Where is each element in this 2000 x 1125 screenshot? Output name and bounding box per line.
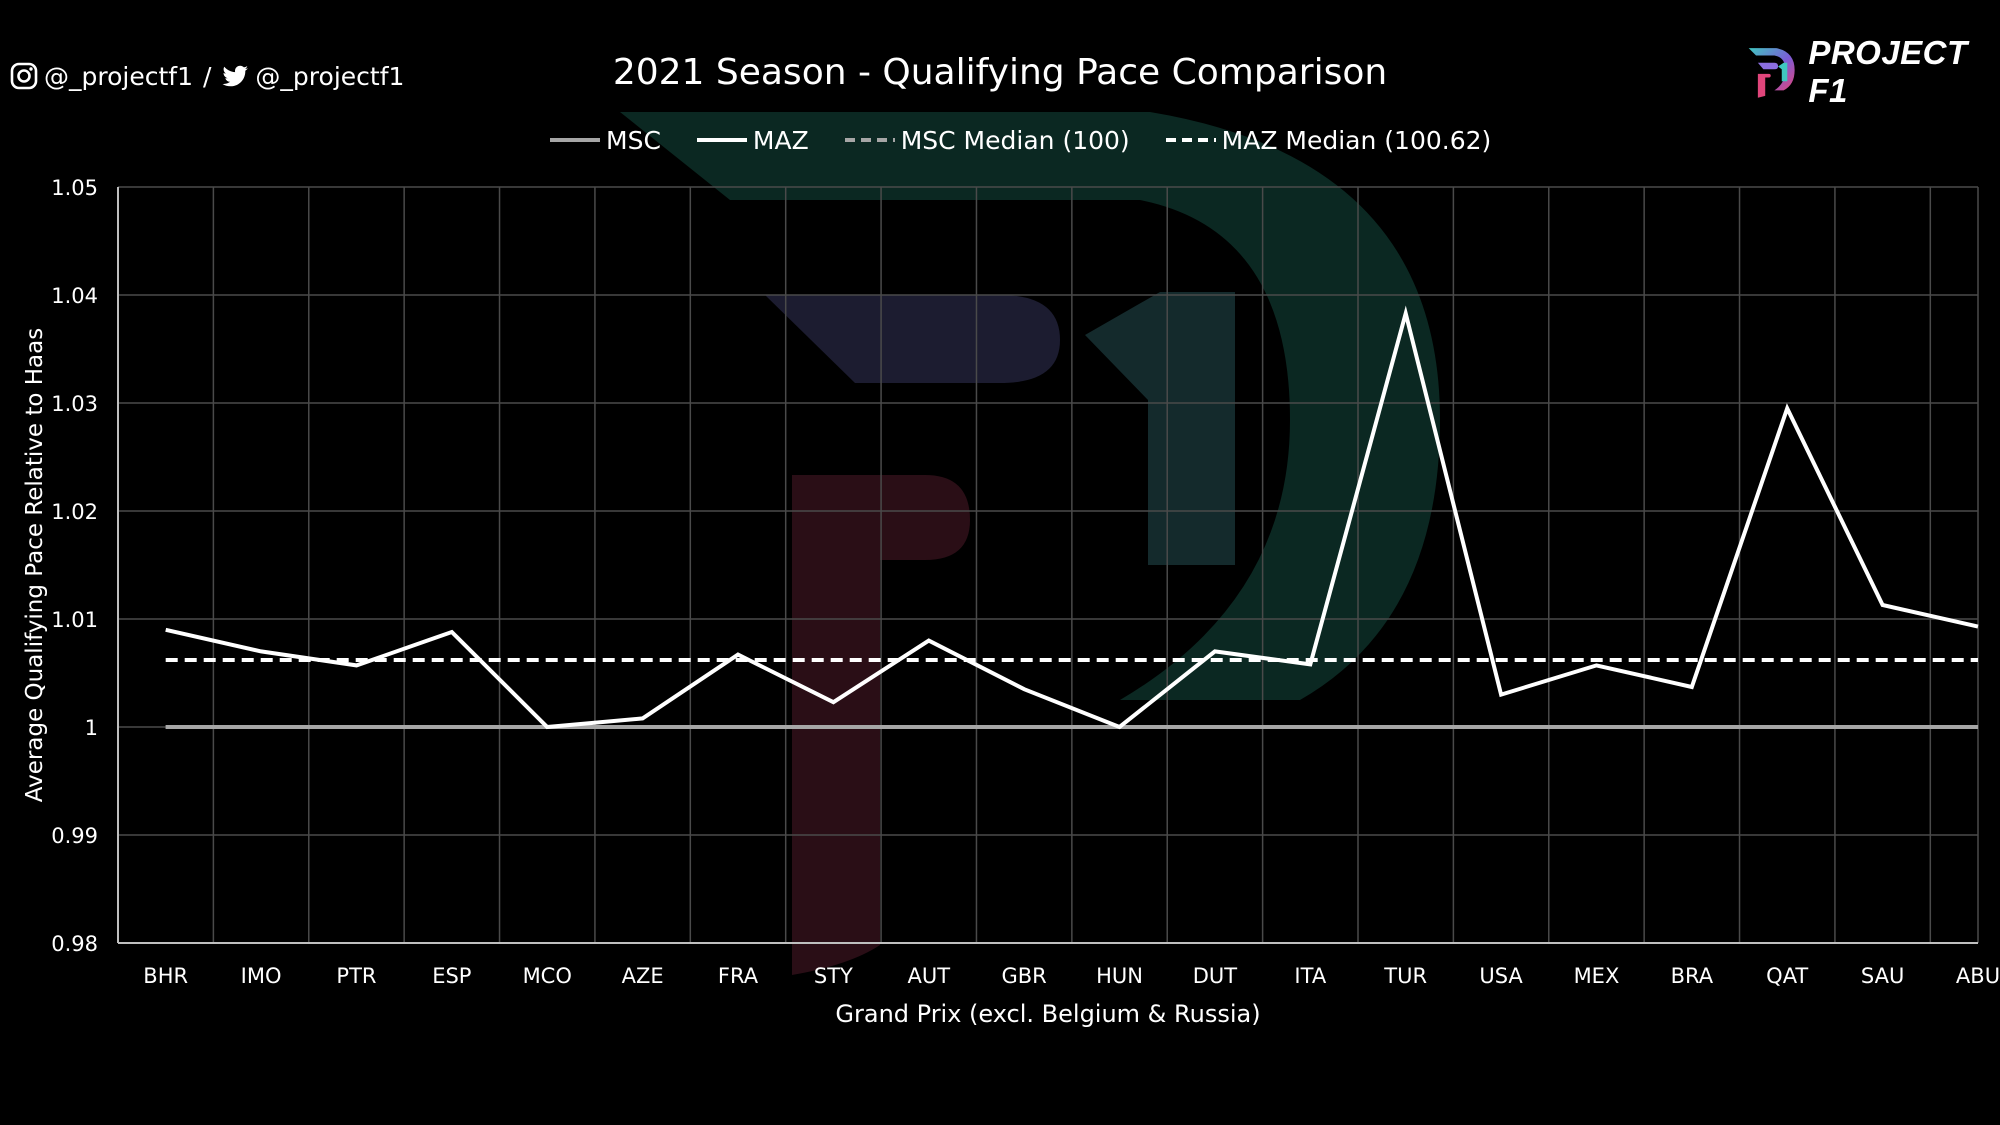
- x-tick-label: HUN: [1096, 964, 1143, 988]
- watermark-one: [1085, 292, 1235, 565]
- y-axis-label: Average Qualifying Pace Relative to Haas: [22, 328, 48, 802]
- watermark-d-shape: [620, 112, 1440, 700]
- project-f1-logo: PROJECT F1: [1745, 34, 2000, 109]
- y-tick-label: 1.03: [51, 392, 98, 416]
- x-tick-label: ABU: [1956, 964, 2000, 988]
- y-tick-label: 1.04: [51, 284, 98, 308]
- legend-label-maz: MAZ: [752, 125, 809, 155]
- x-tick-label: QAT: [1766, 964, 1808, 988]
- y-tick-labels: 0.98 0.99 1 1.01 1.02 1.03 1.04 1.05: [51, 176, 98, 956]
- twitter-handle: @_projectf1: [255, 61, 405, 91]
- project-f1-logo-icon: [1748, 48, 1795, 98]
- legend-item-maz-median: MAZ Median (100.62): [1164, 125, 1492, 155]
- legend: MSC MAZ MSC Median (100) MAZ Median (100…: [548, 120, 1491, 160]
- watermark-f-top: [765, 295, 1060, 383]
- x-tick-label: TUR: [1383, 964, 1427, 988]
- social-handles: @_projectf1 / @_projectf1: [10, 56, 404, 96]
- x-tick-label: BRA: [1671, 964, 1714, 988]
- x-tick-labels: BHR IMO PTR ESP MCO AZE FRA STY AUT GBR HUN DUT ITA T…: [143, 964, 2000, 988]
- series-line-maz: [165, 305, 1979, 730]
- x-tick-label: STY: [814, 964, 853, 988]
- y-tick-label: 0.99: [51, 824, 98, 848]
- x-tick-label: PTR: [336, 964, 376, 988]
- x-axis-label: Grand Prix (excl. Belgium & Russia): [835, 1000, 1260, 1028]
- handle-separator: /: [202, 61, 212, 91]
- twitter-icon: [222, 65, 249, 87]
- y-tick-label: 1.01: [51, 608, 98, 632]
- x-tick-label: USA: [1479, 964, 1523, 988]
- y-tick-label: 1.05: [51, 176, 98, 200]
- logo-text: PROJECT F1: [1808, 34, 1968, 109]
- x-tick-label: ITA: [1294, 964, 1326, 988]
- x-tick-label: AUT: [907, 964, 950, 988]
- x-tick-label: IMO: [241, 964, 282, 988]
- chart-title: 2021 Season - Qualifying Pace Comparison: [612, 52, 1388, 93]
- watermark-logo: [620, 112, 1440, 975]
- y-tick-label: 1.02: [51, 500, 98, 524]
- x-tick-label: AZE: [622, 964, 664, 988]
- x-tick-label: MCO: [523, 964, 572, 988]
- grid: [118, 186, 1979, 943]
- x-tick-label: MEX: [1574, 964, 1620, 988]
- legend-item-msc-median: MSC Median (100): [843, 126, 1130, 155]
- y-tick-label: 0.98: [51, 932, 98, 956]
- x-tick-label: GBR: [1002, 964, 1047, 988]
- legend-item-msc: MSC: [548, 126, 661, 155]
- legend-swatch-msc-median: [844, 138, 895, 142]
- watermark-f-stem: [792, 475, 970, 975]
- x-tick-label: FRA: [718, 964, 759, 988]
- x-tick-label: SAU: [1861, 964, 1904, 988]
- legend-swatch-maz-median: [1165, 138, 1216, 142]
- x-tick-label: ESP: [432, 964, 471, 988]
- x-tick-label: DUT: [1193, 964, 1238, 988]
- y-tick-label: 1: [85, 716, 98, 740]
- series: [165, 305, 1979, 730]
- legend-label-maz-median: MAZ Median (100.62): [1221, 125, 1492, 155]
- legend-label-msc: MSC: [606, 125, 661, 155]
- legend-label-msc-median: MSC Median (100): [900, 125, 1130, 155]
- legend-item-maz: MAZ: [695, 126, 809, 155]
- instagram-handle: @_projectf1: [44, 61, 193, 91]
- axes: [117, 187, 1978, 944]
- legend-swatch-msc: [550, 138, 600, 142]
- x-tick-label: BHR: [143, 964, 188, 988]
- legend-swatch-maz: [696, 138, 747, 142]
- instagram-icon: [10, 62, 38, 90]
